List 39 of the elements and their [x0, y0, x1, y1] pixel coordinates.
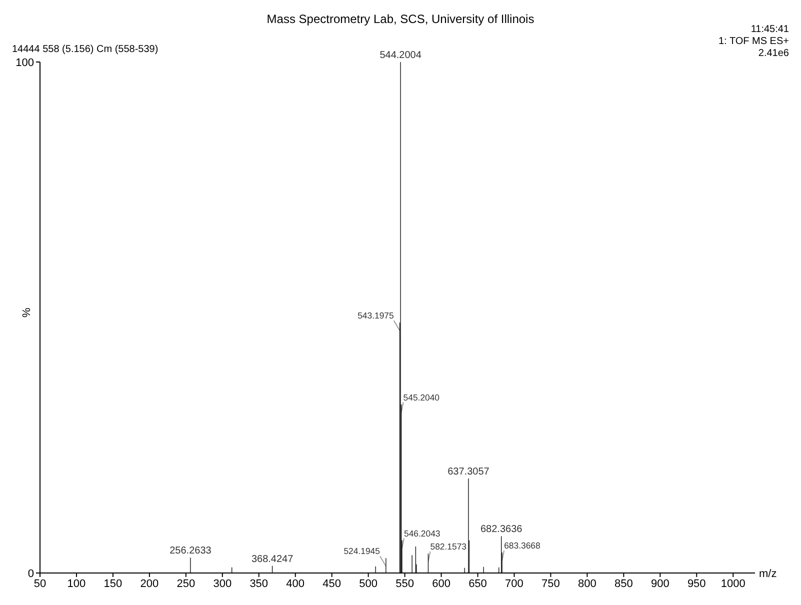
- annotation: 637.3057: [448, 466, 490, 478]
- annotation: 524.1945: [344, 546, 380, 556]
- x-tick-label: 50: [34, 578, 46, 590]
- x-tick-label: 700: [505, 578, 524, 590]
- x-tick-label: 300: [213, 578, 232, 590]
- chart-title: Mass Spectrometry Lab, SCS, University of Illinois: [266, 12, 534, 26]
- x-tick-label: 900: [650, 578, 670, 590]
- x-tick-label: 800: [578, 578, 596, 590]
- annotation: 682.3636: [480, 524, 523, 536]
- annotation: 683.3668: [504, 540, 540, 551]
- annotation: 582.1573: [430, 542, 467, 552]
- x-axis-title: m/z: [759, 568, 777, 580]
- x-tick-label: 550: [396, 578, 414, 590]
- annotation: 545.2040: [403, 392, 440, 402]
- x-tick-label: 850: [614, 578, 633, 590]
- x-tick-label: 500: [359, 578, 378, 590]
- x-tick-label: 450: [322, 578, 342, 590]
- x-tick-label: 1000: [720, 578, 746, 590]
- y-axis-title: %: [20, 308, 33, 318]
- x-tick-label: 400: [286, 578, 305, 590]
- y-tick-label: 0: [28, 568, 34, 580]
- text: 1: TOF MS ES+: [718, 36, 789, 48]
- annotation: 546.2043: [404, 528, 440, 538]
- text: 2.41e6: [757, 48, 789, 60]
- x-tick-label: 600: [432, 578, 450, 590]
- annotation: 256.2633: [170, 546, 212, 557]
- x-tick-label: 950: [687, 578, 706, 590]
- text: 11:45:41: [750, 24, 789, 36]
- x-tick-label: 200: [140, 578, 159, 590]
- x-tick-label: 150: [104, 578, 122, 590]
- x-tick-label: 750: [542, 578, 560, 590]
- annotation: 368.4247: [251, 554, 294, 565]
- x-tick-label: 650: [468, 578, 487, 590]
- annotation: 544.2004: [380, 50, 422, 61]
- x-tick-label: 250: [176, 578, 196, 590]
- x-tick-label: 100: [67, 578, 86, 590]
- annotation: 543.1975: [358, 310, 394, 321]
- text: 14444 558 (5.156) Cm (558-539): [12, 44, 158, 55]
- x-tick-label: 350: [250, 578, 268, 590]
